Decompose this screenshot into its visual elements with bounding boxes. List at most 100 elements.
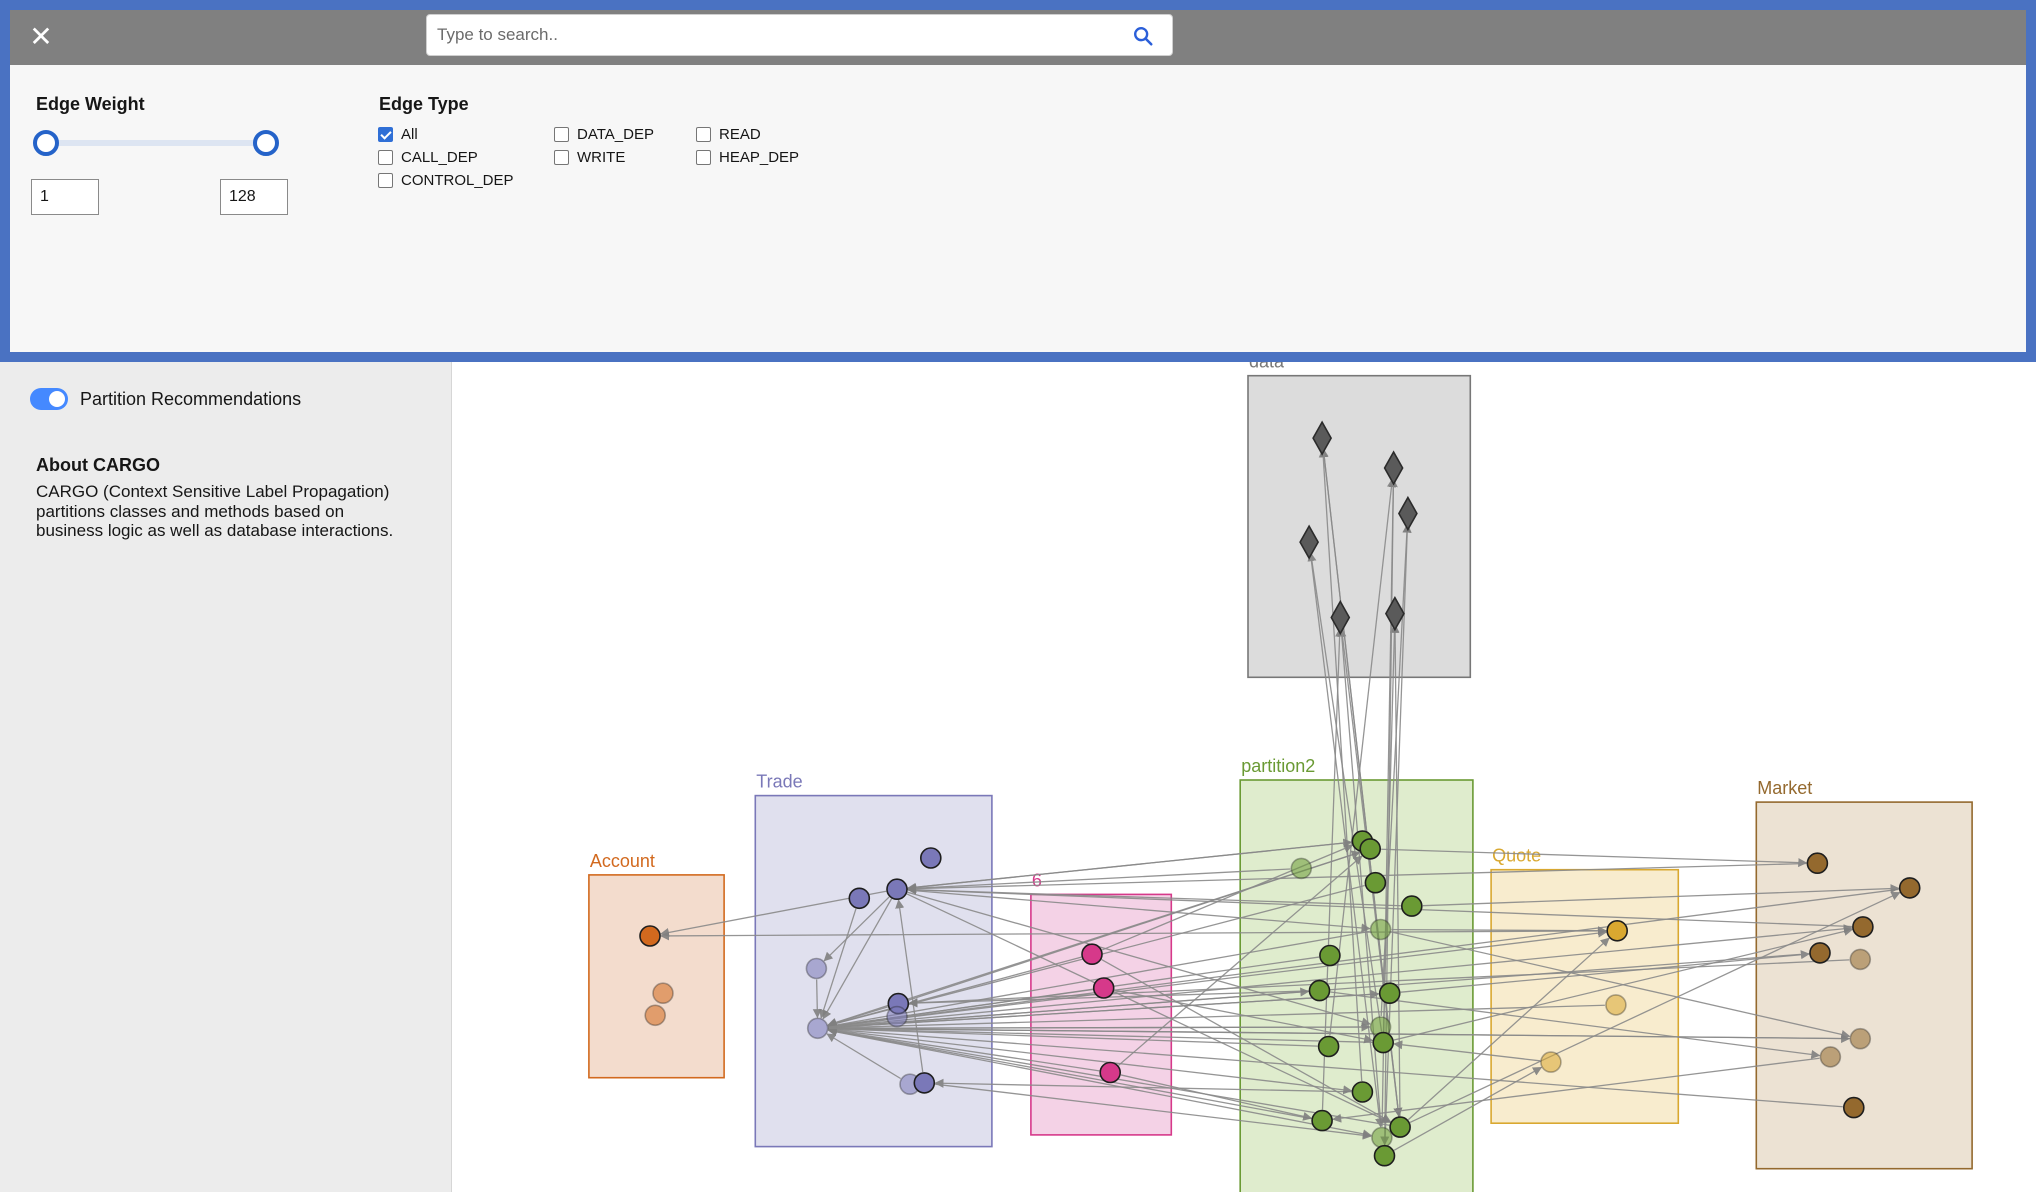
graph-canvas[interactable]: dataTradeAccount6partition2QuoteMarket (453, 0, 2036, 1192)
graph-node[interactable] (1359, 838, 1381, 860)
graph-edge[interactable] (1407, 937, 1610, 1121)
graph-node[interactable] (806, 1017, 829, 1040)
graph-edge[interactable] (907, 838, 1353, 889)
graph-node[interactable] (1401, 895, 1423, 917)
partition-box-Trade[interactable] (754, 794, 993, 1148)
graph-edge[interactable] (907, 868, 1291, 893)
graph-edge[interactable] (907, 862, 1807, 894)
graph-edge[interactable] (1329, 478, 1396, 1036)
graph-node[interactable] (1898, 877, 1921, 899)
graph-node[interactable] (1317, 1035, 1340, 1058)
graph-edge[interactable] (823, 896, 890, 962)
checkbox-heap-dep[interactable] (696, 150, 711, 165)
graph-node[interactable] (913, 1072, 936, 1094)
graph-edge[interactable] (827, 1026, 1100, 1072)
graph-node[interactable] (1809, 942, 1831, 964)
graph-node[interactable] (1369, 918, 1392, 941)
edge-weight-max-input[interactable]: 128 (220, 179, 288, 215)
graph-node[interactable] (1606, 919, 1628, 942)
graph-edge[interactable] (828, 989, 1380, 1029)
graph-edge[interactable] (828, 924, 1853, 1028)
edge-weight-slider[interactable] (46, 140, 268, 146)
graph-node[interactable] (1092, 977, 1115, 999)
edge-type-read[interactable]: READ (696, 126, 761, 143)
graph-node[interactable] (1081, 943, 1103, 966)
graph-edge[interactable] (827, 1024, 1318, 1047)
graph-edge[interactable] (828, 987, 1310, 1029)
partition-recommendations-toggle[interactable] (30, 388, 68, 410)
partition-box-Market[interactable] (1755, 801, 1973, 1170)
graph-node[interactable] (1364, 871, 1387, 894)
graph-node[interactable] (1389, 1116, 1411, 1138)
graph-edge[interactable] (1391, 926, 1608, 936)
graph-node[interactable] (1311, 1109, 1333, 1132)
graph-node[interactable] (1852, 916, 1874, 938)
graph-node[interactable] (1308, 979, 1331, 1002)
graph-edge[interactable] (812, 979, 822, 1019)
partition-box-data[interactable] (1247, 374, 1472, 679)
checkbox-control-dep[interactable] (378, 173, 393, 188)
graph-edge[interactable] (827, 1025, 1843, 1108)
edge-type-write[interactable]: WRITE (554, 149, 625, 166)
edge-weight-min-input[interactable]: 1 (31, 179, 99, 215)
edge-weight-max-handle[interactable] (253, 130, 279, 156)
graph-edge[interactable] (1120, 1074, 1313, 1121)
graph-node[interactable] (1351, 1081, 1374, 1103)
partition-box-Quote[interactable] (1490, 868, 1680, 1125)
checkbox-read[interactable] (696, 127, 711, 142)
graph-node[interactable] (1299, 524, 1320, 560)
graph-edge[interactable] (907, 889, 1371, 933)
graph-node[interactable] (1290, 857, 1313, 880)
graph-node[interactable] (1849, 1027, 1872, 1050)
graph-edge[interactable] (935, 1083, 1372, 1140)
close-icon[interactable]: ✕ (29, 21, 53, 52)
graph-edge[interactable] (1393, 1040, 1541, 1062)
graph-node[interactable] (1312, 420, 1333, 456)
graph-edge[interactable] (819, 908, 857, 1019)
edge-type-control-dep[interactable]: CONTROL_DEP (378, 172, 514, 189)
graph-edge[interactable] (1400, 950, 1810, 993)
graph-edge[interactable] (895, 899, 924, 1073)
graph-node[interactable] (1372, 1031, 1394, 1054)
edge-type-heap-dep[interactable]: HEAP_DEP (696, 149, 799, 166)
graph-edge[interactable] (1101, 844, 1354, 951)
graph-node[interactable] (1378, 982, 1401, 1005)
graph-edge[interactable] (1307, 552, 1383, 1032)
graph-node[interactable] (1806, 852, 1829, 875)
graph-edge[interactable] (828, 1027, 1851, 1044)
graph-edge[interactable] (827, 988, 1093, 1031)
graph-edge[interactable] (907, 885, 1852, 928)
graph-edge[interactable] (827, 1006, 888, 1028)
graph-node[interactable] (652, 982, 674, 1005)
graph-edge[interactable] (827, 1004, 1605, 1033)
partition-box-Account[interactable] (588, 874, 725, 1079)
checkbox-write[interactable] (554, 150, 569, 165)
graph-edge[interactable] (1381, 848, 1808, 868)
graph-edge[interactable] (1321, 627, 1345, 1110)
graph-edge[interactable] (908, 959, 1850, 1008)
graph-edge[interactable] (1118, 855, 1363, 1066)
graph-node[interactable] (639, 925, 661, 947)
checkbox-call-dep[interactable] (378, 150, 393, 165)
graph-node[interactable] (919, 847, 942, 869)
edge-weight-min-handle[interactable] (33, 130, 59, 156)
graph-edge[interactable] (828, 928, 1608, 1028)
graph-edge[interactable] (1422, 884, 1900, 907)
graph-node[interactable] (1384, 595, 1405, 632)
graph-node[interactable] (1605, 994, 1627, 1016)
graph-edge[interactable] (828, 1028, 1353, 1095)
graph-edge[interactable] (826, 1033, 901, 1080)
graph-edge[interactable] (827, 1024, 1373, 1043)
graph-node[interactable] (1540, 1051, 1562, 1073)
graph-node[interactable] (1373, 1144, 1396, 1167)
graph-node[interactable] (1843, 1096, 1865, 1119)
checkbox-data-dep[interactable] (554, 127, 569, 142)
graph-edge[interactable] (908, 850, 1361, 1001)
graph-edge[interactable] (660, 930, 1607, 941)
graph-node[interactable] (886, 878, 908, 901)
search-box[interactable] (426, 14, 1173, 56)
edge-type-all[interactable]: All (378, 126, 418, 143)
graph-edge[interactable] (827, 1027, 1312, 1120)
graph-edge[interactable] (907, 891, 1371, 1027)
graph-node[interactable] (1849, 948, 1872, 971)
